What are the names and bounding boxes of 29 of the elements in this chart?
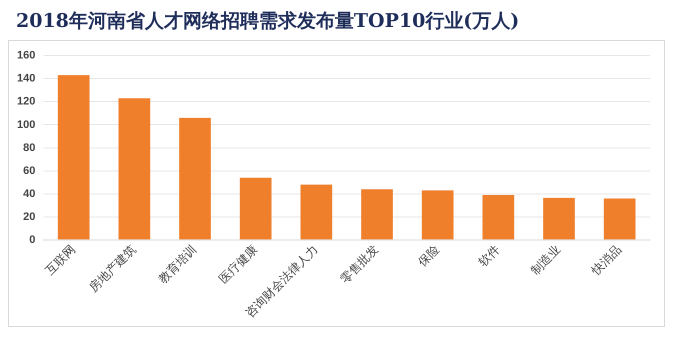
y-tick-label: 100 <box>16 118 36 131</box>
x-tick-label: 快消品 <box>588 242 624 279</box>
x-tick-label: 教育培训 <box>156 242 200 286</box>
bar <box>543 198 575 240</box>
x-tick-label: 软件 <box>476 242 503 270</box>
y-tick-label: 80 <box>23 142 36 154</box>
x-tick-label: 房地产建筑 <box>86 242 139 295</box>
y-tick-label: 140 <box>16 72 36 85</box>
x-tick-label: 零售批发 <box>338 242 382 286</box>
y-tick-label: 20 <box>23 210 36 223</box>
y-tick-label: 160 <box>16 50 36 62</box>
y-tick-label: 60 <box>23 164 36 177</box>
bar <box>422 190 454 240</box>
x-tick-label: 制造业 <box>528 242 564 278</box>
x-tick-label: 互联网 <box>42 242 78 278</box>
y-tick-label: 40 <box>23 188 36 200</box>
y-tick-label: 120 <box>16 96 36 108</box>
bar <box>118 98 150 240</box>
bar <box>240 178 272 240</box>
bar <box>179 118 211 240</box>
y-tick-label: 0 <box>29 234 36 246</box>
bar <box>604 198 636 240</box>
bar <box>482 195 514 240</box>
x-tick-label: 医疗健康 <box>216 242 260 286</box>
bar <box>300 184 332 240</box>
chart-title: 2018年河南省人才网络招聘需求发布量TOP10行业(万人) <box>16 9 520 34</box>
bar <box>361 189 393 240</box>
bar <box>58 75 90 240</box>
x-tick-label: 保险 <box>415 242 442 270</box>
